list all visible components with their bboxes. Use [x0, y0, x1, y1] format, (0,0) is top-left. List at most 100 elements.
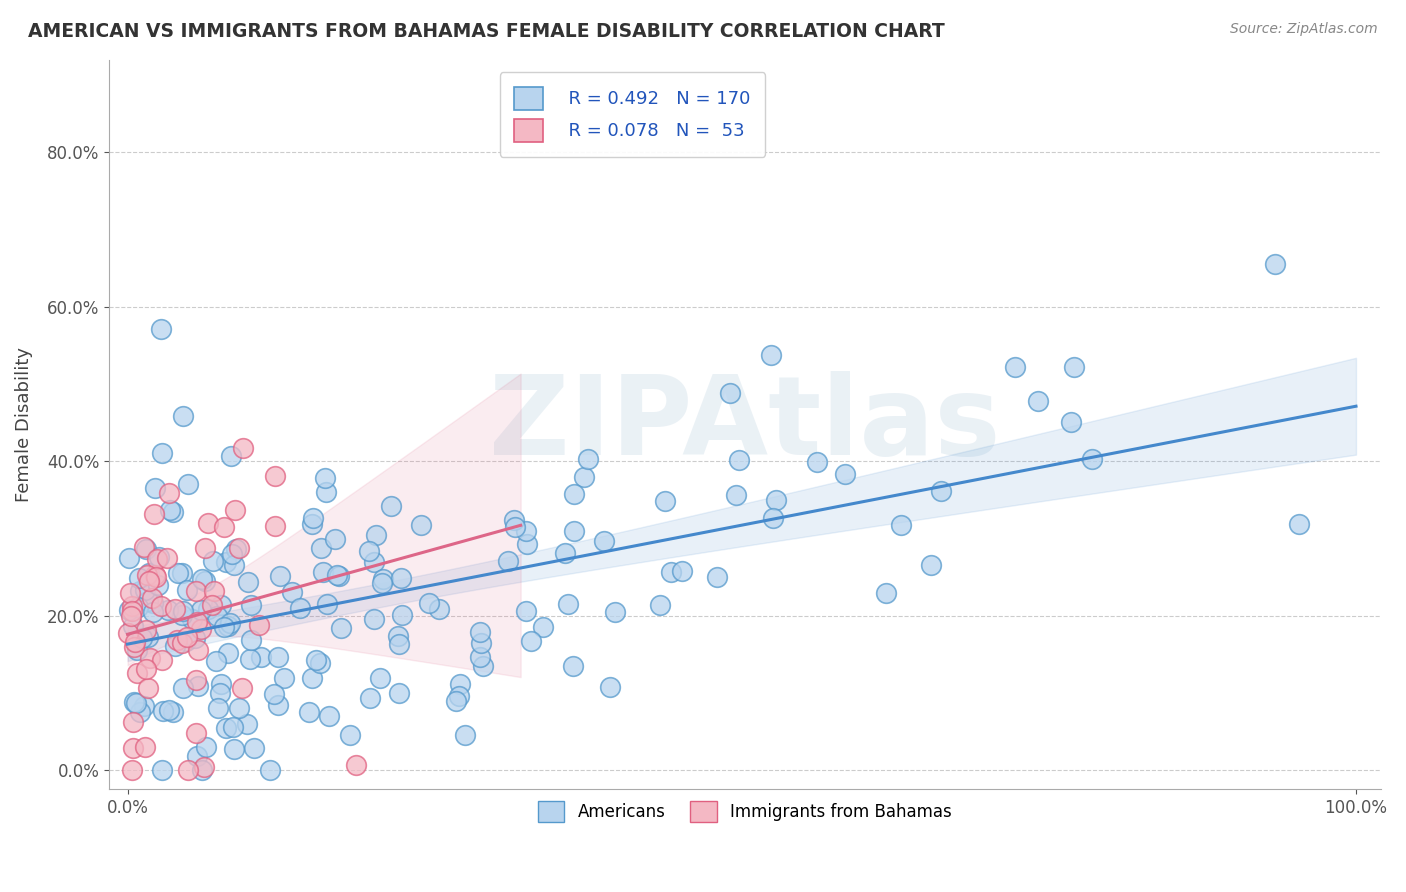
Point — [269, 568, 291, 582]
Point — [1004, 360, 1026, 375]
Point — [177, 477, 200, 491]
Point — [134, 740, 156, 755]
Point — [301, 671, 323, 685]
Point — [122, 640, 145, 654]
Point — [149, 322, 172, 336]
Point — [187, 679, 209, 693]
Point — [204, 654, 226, 668]
Point — [380, 499, 402, 513]
Point — [132, 540, 155, 554]
Point — [122, 741, 145, 756]
Point — [156, 551, 179, 566]
Point — [141, 591, 163, 606]
Point — [603, 606, 626, 620]
Point — [557, 597, 579, 611]
Point — [263, 687, 285, 701]
Point — [388, 686, 411, 700]
Point — [148, 578, 170, 592]
Point — [503, 513, 526, 527]
Point — [215, 555, 238, 569]
Point — [228, 541, 250, 555]
Point — [593, 534, 616, 549]
Point — [1081, 451, 1104, 466]
Point — [186, 615, 208, 629]
Point — [135, 661, 157, 675]
Point — [148, 549, 170, 564]
Point — [121, 599, 143, 613]
Point — [197, 601, 219, 615]
Point — [562, 487, 585, 501]
Point — [323, 533, 346, 547]
Point — [157, 703, 180, 717]
Point — [124, 635, 146, 649]
Point — [298, 706, 321, 720]
Point — [150, 446, 173, 460]
Point — [720, 386, 742, 401]
Point — [145, 570, 167, 584]
Point — [120, 586, 142, 600]
Point — [359, 544, 381, 558]
Point — [222, 720, 245, 734]
Point — [418, 596, 440, 610]
Point — [236, 575, 259, 590]
Point — [138, 566, 160, 581]
Point — [129, 583, 152, 598]
Point — [184, 631, 207, 645]
Point — [172, 681, 194, 696]
Point — [184, 673, 207, 687]
Y-axis label: Female Disability: Female Disability — [15, 347, 32, 502]
Point — [1060, 416, 1083, 430]
Point — [576, 452, 599, 467]
Point — [214, 721, 236, 735]
Point — [427, 601, 450, 615]
Point — [136, 567, 159, 582]
Point — [339, 728, 361, 742]
Point — [167, 566, 190, 580]
Point — [290, 600, 312, 615]
Point — [762, 511, 785, 525]
Point — [759, 348, 782, 362]
Point — [120, 609, 142, 624]
Point — [184, 726, 207, 740]
Point — [202, 584, 225, 599]
Point — [134, 582, 156, 597]
Point — [264, 519, 287, 533]
Point — [834, 467, 856, 481]
Point — [562, 524, 585, 538]
Point — [219, 449, 242, 463]
Point — [209, 598, 232, 612]
Point — [520, 634, 543, 648]
Point — [316, 597, 339, 611]
Point — [190, 622, 212, 636]
Point — [231, 681, 253, 695]
Point — [150, 653, 173, 667]
Point — [326, 567, 349, 582]
Point — [208, 686, 231, 700]
Point — [128, 571, 150, 585]
Point — [281, 585, 304, 599]
Point — [194, 740, 217, 755]
Point — [1263, 257, 1285, 271]
Point — [249, 650, 271, 665]
Point — [671, 564, 693, 578]
Point — [314, 471, 336, 485]
Point — [363, 612, 385, 626]
Point — [574, 470, 596, 484]
Point — [194, 574, 217, 588]
Point — [218, 619, 240, 633]
Point — [273, 671, 295, 685]
Point — [138, 574, 160, 588]
Point — [121, 763, 143, 777]
Point — [142, 606, 165, 620]
Legend: Americans, Immigrants from Bahamas: Americans, Immigrants from Bahamas — [524, 788, 966, 836]
Point — [118, 551, 141, 566]
Point — [150, 599, 173, 613]
Point — [135, 623, 157, 637]
Point — [387, 629, 409, 643]
Point — [142, 596, 165, 610]
Point — [725, 488, 748, 502]
Point — [515, 604, 537, 618]
Point — [232, 441, 254, 455]
Point — [191, 763, 214, 777]
Point — [308, 657, 330, 671]
